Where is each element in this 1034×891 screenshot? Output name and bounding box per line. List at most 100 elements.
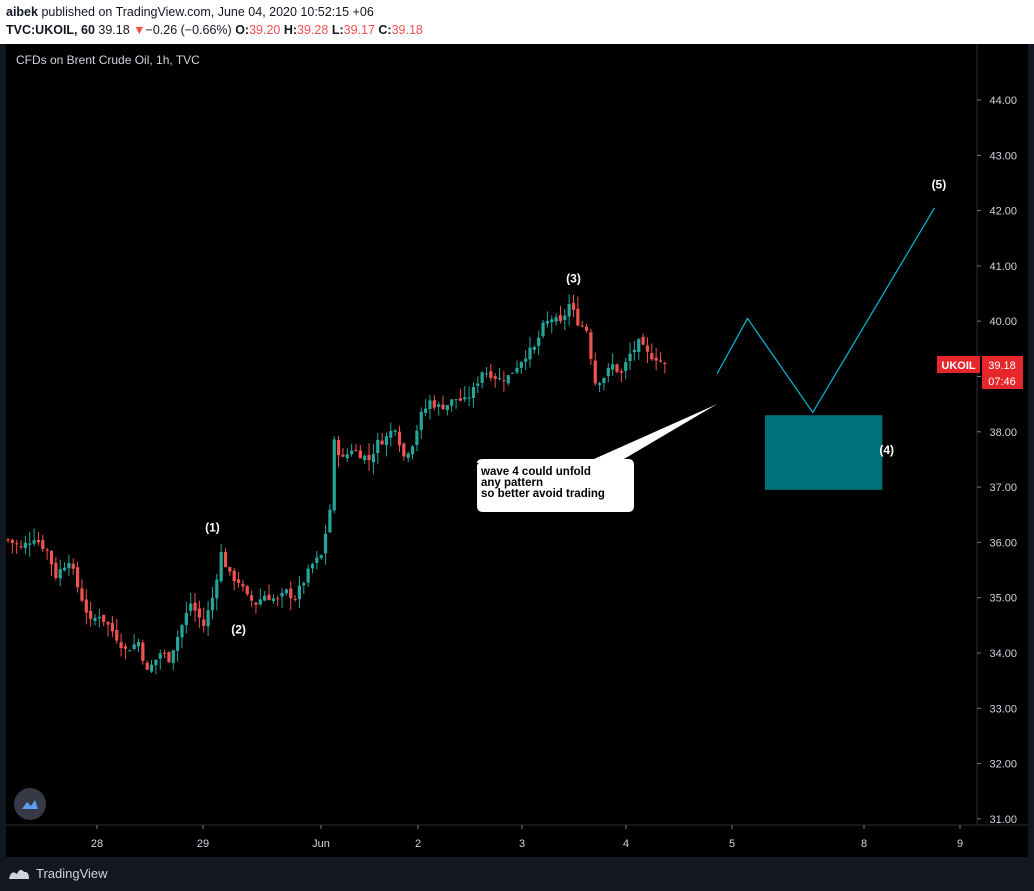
ohlc-line: TVC:UKOIL, 60 39.18 ▼−0.26 (−0.66%) O:39… <box>6 23 423 37</box>
candle-body <box>215 579 219 599</box>
candle-body <box>228 567 232 572</box>
time-axis: 28 29 Jun 2 3 4 5 8 9 <box>91 825 963 850</box>
candle-body <box>354 449 358 451</box>
candle-body <box>197 608 201 618</box>
tradingview-logo-button[interactable] <box>14 788 46 820</box>
candle-body <box>250 595 254 601</box>
candle-body <box>558 315 563 322</box>
candle-body <box>36 540 41 543</box>
time-tick-label: 3 <box>519 838 525 850</box>
last-price-badge-text: 39.18 <box>988 360 1016 372</box>
candle-body <box>437 404 441 407</box>
time-tick-label: 8 <box>861 838 867 850</box>
annotation-text: so better avoid trading <box>481 488 605 500</box>
candle-body <box>258 599 262 605</box>
wave-label: (4) <box>879 443 894 457</box>
time-tick-label: 28 <box>91 838 103 850</box>
price-tick-label: 43.00 <box>989 150 1017 162</box>
candle-body <box>484 373 489 375</box>
candle-body <box>6 539 10 541</box>
author-name[interactable]: aibek <box>6 5 38 19</box>
candle-body <box>624 362 628 371</box>
price-tick-label: 41.00 <box>989 261 1017 273</box>
time-tick-label: Jun <box>312 838 330 850</box>
candle-body <box>158 653 162 659</box>
open-label: O: <box>235 23 250 37</box>
candle-body <box>302 583 306 586</box>
high-value: 39.28 <box>297 23 329 37</box>
tradingview-logo-icon <box>8 865 30 881</box>
close-value: 39.18 <box>391 23 423 37</box>
candle-body <box>297 585 302 600</box>
candle-body <box>476 383 480 386</box>
candle-body <box>210 597 215 611</box>
candle-body <box>89 611 93 619</box>
high-label: H: <box>283 23 298 37</box>
candle-body <box>410 446 415 455</box>
candle-body <box>537 337 541 346</box>
candle-body <box>76 567 80 588</box>
candle-body <box>136 641 141 647</box>
symbol-badge-text: UKOIL <box>941 360 976 372</box>
candle-body <box>236 579 241 583</box>
candle-body <box>267 594 271 601</box>
candle-body <box>658 360 663 362</box>
candle-body <box>632 349 636 353</box>
candle-body <box>310 564 315 569</box>
candle-body <box>84 599 88 613</box>
candle-body <box>641 336 645 345</box>
candle-body <box>180 625 184 638</box>
candle-body <box>502 380 506 382</box>
candle-body <box>110 622 114 632</box>
chart-title: CFDs on Brent Crude Oil, 1h, TVC <box>16 53 200 67</box>
candle-body <box>232 570 236 582</box>
brand[interactable]: TradingView <box>8 865 108 881</box>
candle-body <box>184 612 188 626</box>
candle-body <box>389 430 393 438</box>
candle-body <box>280 592 284 597</box>
price-tick-label: 34.00 <box>989 648 1017 660</box>
brand-name: TradingView <box>36 865 108 881</box>
candle-body <box>241 584 245 587</box>
candle-body <box>593 360 597 384</box>
candle-body <box>149 664 154 672</box>
candle-body <box>328 509 332 533</box>
candle-body <box>615 364 619 372</box>
candle-body <box>145 662 149 670</box>
candle-body <box>606 367 610 377</box>
candle-body <box>119 642 123 648</box>
candle-body <box>493 376 497 379</box>
symbol-label: TVC:UKOIL, 60 <box>6 23 95 37</box>
candle-body <box>506 375 510 384</box>
price-tick-label: 31.00 <box>989 814 1017 826</box>
candle-body <box>332 439 336 511</box>
last-price: 39.18 <box>98 23 130 37</box>
candle-body <box>263 595 267 601</box>
candle-body <box>93 617 97 621</box>
candle-body <box>584 326 589 331</box>
candle-body <box>654 357 658 361</box>
chart-panel[interactable]: (1) (2) (3) (4) (5) wave 4 could unfold any pa… <box>6 44 1028 857</box>
candle-body <box>115 629 119 641</box>
candle-body <box>554 317 558 322</box>
time-tick-label: 2 <box>415 838 421 850</box>
candle-body <box>15 543 19 545</box>
candle-body <box>650 353 654 360</box>
price-tick-label: 36.00 <box>989 537 1017 549</box>
publish-info: aibek published on TradingView.com, June… <box>6 5 374 19</box>
candle-body <box>341 454 345 457</box>
candle-body <box>571 302 576 310</box>
candle-body <box>371 454 375 463</box>
candle-body <box>424 408 428 413</box>
candles-layer <box>6 294 667 675</box>
candle-body <box>454 399 458 401</box>
candle-body <box>71 563 75 569</box>
candle-body <box>223 551 228 568</box>
candle-body <box>62 567 67 571</box>
candle-body <box>45 549 49 551</box>
candle-body <box>393 430 397 433</box>
wave-4-target-zone <box>764 415 883 490</box>
wave-label: (1) <box>205 520 220 534</box>
